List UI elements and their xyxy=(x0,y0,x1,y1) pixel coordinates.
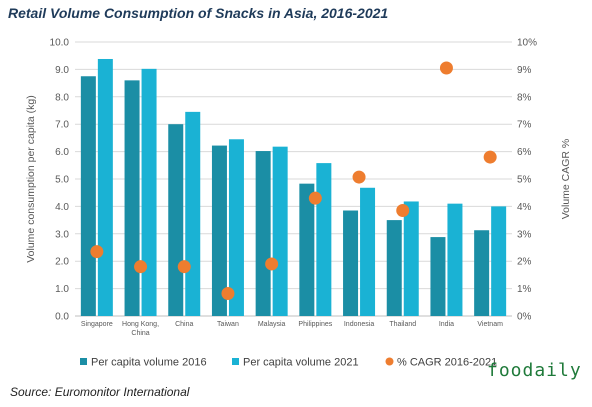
x-tick-label: Taiwan xyxy=(217,321,239,328)
y2-tick-label: 2% xyxy=(517,257,532,268)
bar xyxy=(124,80,140,316)
x-tick-label: India xyxy=(439,321,454,328)
bar xyxy=(255,151,271,316)
chart-title: Retail Volume Consumption of Snacks in A… xyxy=(8,5,389,21)
x-tick-label: Hong Kong, xyxy=(122,321,159,328)
bar xyxy=(343,210,359,316)
cagr-point xyxy=(439,61,453,75)
y-tick-label: 7.0 xyxy=(55,120,69,131)
y-tick-label: 4.0 xyxy=(55,202,69,213)
bar xyxy=(185,111,201,317)
bar xyxy=(168,124,184,316)
y2-tick-label: 6% xyxy=(517,147,532,158)
bar xyxy=(141,68,157,317)
x-tick-label: Vietnam xyxy=(477,321,503,328)
cagr-point xyxy=(134,260,148,274)
y-tick-label: 9.0 xyxy=(55,65,69,76)
y-tick-label: 3.0 xyxy=(55,229,69,240)
y2-tick-label: 8% xyxy=(517,92,532,103)
bar xyxy=(299,183,315,316)
y2-tick-label: 4% xyxy=(517,202,532,213)
y-axis-label: Volume consumption per capita (kg) xyxy=(25,95,37,263)
legend-label: % CAGR 2016-2021 xyxy=(397,357,497,369)
cagr-point xyxy=(308,191,322,205)
cagr-point xyxy=(483,150,497,164)
cagr-point xyxy=(396,204,410,218)
y2-tick-label: 5% xyxy=(517,175,532,186)
bar xyxy=(403,201,419,316)
y2-tick-label: 9% xyxy=(517,65,532,76)
y2-tick-label: 7% xyxy=(517,120,532,131)
bar xyxy=(80,76,96,316)
bar xyxy=(430,237,446,316)
cagr-point xyxy=(221,287,235,301)
bar xyxy=(474,230,490,316)
bar xyxy=(386,220,402,316)
y-tick-label: 10.0 xyxy=(50,38,70,49)
x-tick-label: Philippines xyxy=(298,321,332,328)
legend-swatch xyxy=(80,358,87,365)
y-tick-label: 6.0 xyxy=(55,147,69,158)
x-tick-label: Indonesia xyxy=(344,321,374,328)
cagr-point xyxy=(352,170,366,184)
x-tick-label: China xyxy=(131,330,149,337)
legend-swatch xyxy=(385,357,394,366)
legend-label: Per capita volume 2021 xyxy=(243,357,359,369)
x-tick-label: Singapore xyxy=(81,321,113,328)
y-tick-label: 8.0 xyxy=(55,92,69,103)
bar xyxy=(211,145,227,316)
bar xyxy=(272,146,288,316)
x-tick-label: Thailand xyxy=(389,321,416,328)
y-tick-label: 5.0 xyxy=(55,175,69,186)
y-tick-label: 0.0 xyxy=(55,312,69,323)
y-tick-label: 2.0 xyxy=(55,257,69,268)
cagr-point xyxy=(265,257,279,271)
y2-axis-label: Volume CAGR % xyxy=(560,139,572,220)
legend-label: Per capita volume 2016 xyxy=(91,357,207,369)
y-tick-label: 1.0 xyxy=(55,284,69,295)
bar xyxy=(447,203,463,316)
y2-tick-label: 1% xyxy=(517,284,532,295)
y2-tick-label: 3% xyxy=(517,229,532,240)
watermark-logo: foodaily xyxy=(487,360,582,381)
bar xyxy=(228,139,244,316)
bar xyxy=(491,206,507,316)
y2-tick-label: 10% xyxy=(517,38,537,49)
cagr-point xyxy=(90,245,104,259)
bar xyxy=(360,187,376,316)
source-note: Source: Euromonitor International xyxy=(10,385,190,399)
bar xyxy=(97,58,113,316)
cagr-point xyxy=(177,260,191,274)
bar xyxy=(316,163,332,316)
legend-swatch xyxy=(232,358,239,365)
x-tick-label: Malaysia xyxy=(258,321,286,328)
y2-tick-label: 0% xyxy=(517,312,532,323)
x-tick-label: China xyxy=(175,321,193,328)
